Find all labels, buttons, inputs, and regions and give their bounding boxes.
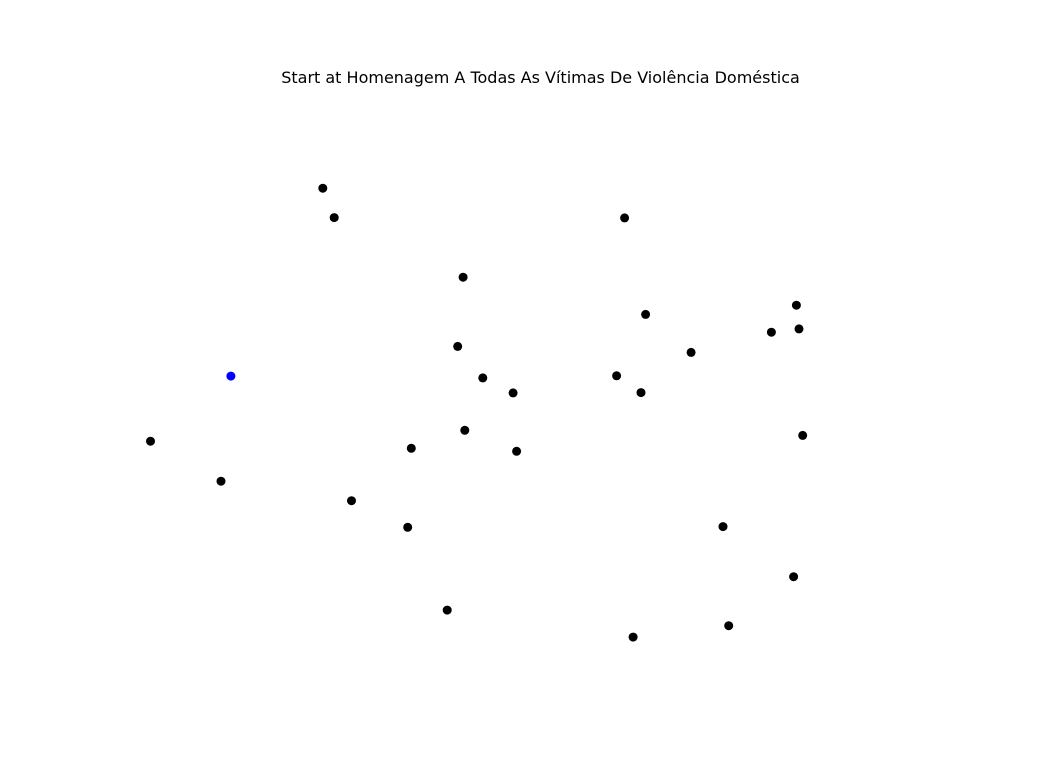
data-point	[318, 183, 328, 193]
data-point	[216, 476, 226, 486]
data-point	[329, 213, 339, 223]
data-point	[789, 572, 799, 582]
data-point	[641, 309, 651, 319]
data-point	[508, 388, 518, 398]
data-point	[403, 522, 413, 532]
data-point	[620, 213, 630, 223]
data-point	[146, 436, 155, 446]
data-point	[791, 300, 801, 310]
data-point	[636, 388, 646, 398]
start-point	[226, 371, 236, 381]
chart-title: Start at Homenagem A Todas As Vítimas De…	[281, 68, 800, 87]
data-point	[512, 446, 522, 456]
data-point	[406, 443, 416, 453]
data-point	[478, 373, 488, 383]
data-point	[686, 347, 696, 357]
data-point	[798, 430, 808, 440]
data-point	[442, 605, 452, 615]
data-point	[460, 425, 470, 435]
data-point	[628, 632, 638, 642]
data-point	[718, 522, 728, 532]
data-point	[794, 324, 804, 334]
data-point	[347, 496, 356, 506]
data-point	[458, 272, 468, 282]
data-point	[724, 621, 734, 631]
data-point	[453, 341, 463, 351]
data-point	[766, 327, 776, 337]
data-point	[612, 371, 622, 381]
